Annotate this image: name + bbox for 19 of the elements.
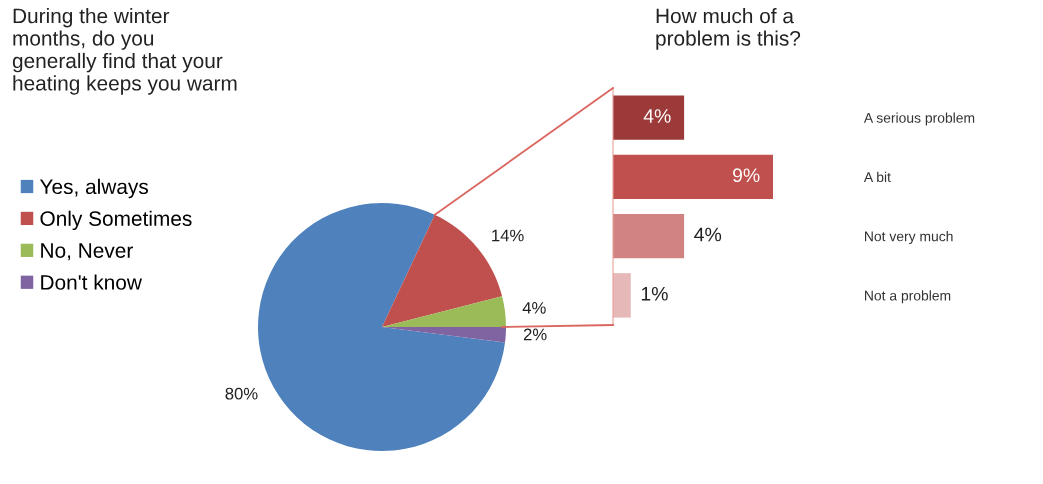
chart-title: During the winter months, do you generally find that your heating keeps you warm <box>12 8 237 95</box>
y-tick-label: A bit <box>863 171 891 183</box>
data-label: 4% <box>643 109 671 123</box>
data-label: 9% <box>733 168 760 183</box>
y-tick-label: Not a problem <box>865 290 951 304</box>
legend-label: Yes, always <box>39 178 148 199</box>
data-label: 80% <box>225 387 258 400</box>
data-label: 14% <box>492 229 524 242</box>
legend-label: No, Never <box>41 243 133 261</box>
pie-slice <box>382 296 506 327</box>
data-label: 4% <box>694 227 722 242</box>
y-tick-label: Not very much <box>865 231 953 245</box>
data-label: 1% <box>641 286 668 301</box>
legend-label: Don't know <box>41 274 142 290</box>
y-tick-label: A serious problem <box>863 112 975 126</box>
data-label: 2% <box>523 328 547 341</box>
legend-label: Only Sometimes <box>40 210 192 231</box>
data-label: 4% <box>522 302 546 314</box>
chart-title: How much of a problem is this? <box>656 8 801 50</box>
